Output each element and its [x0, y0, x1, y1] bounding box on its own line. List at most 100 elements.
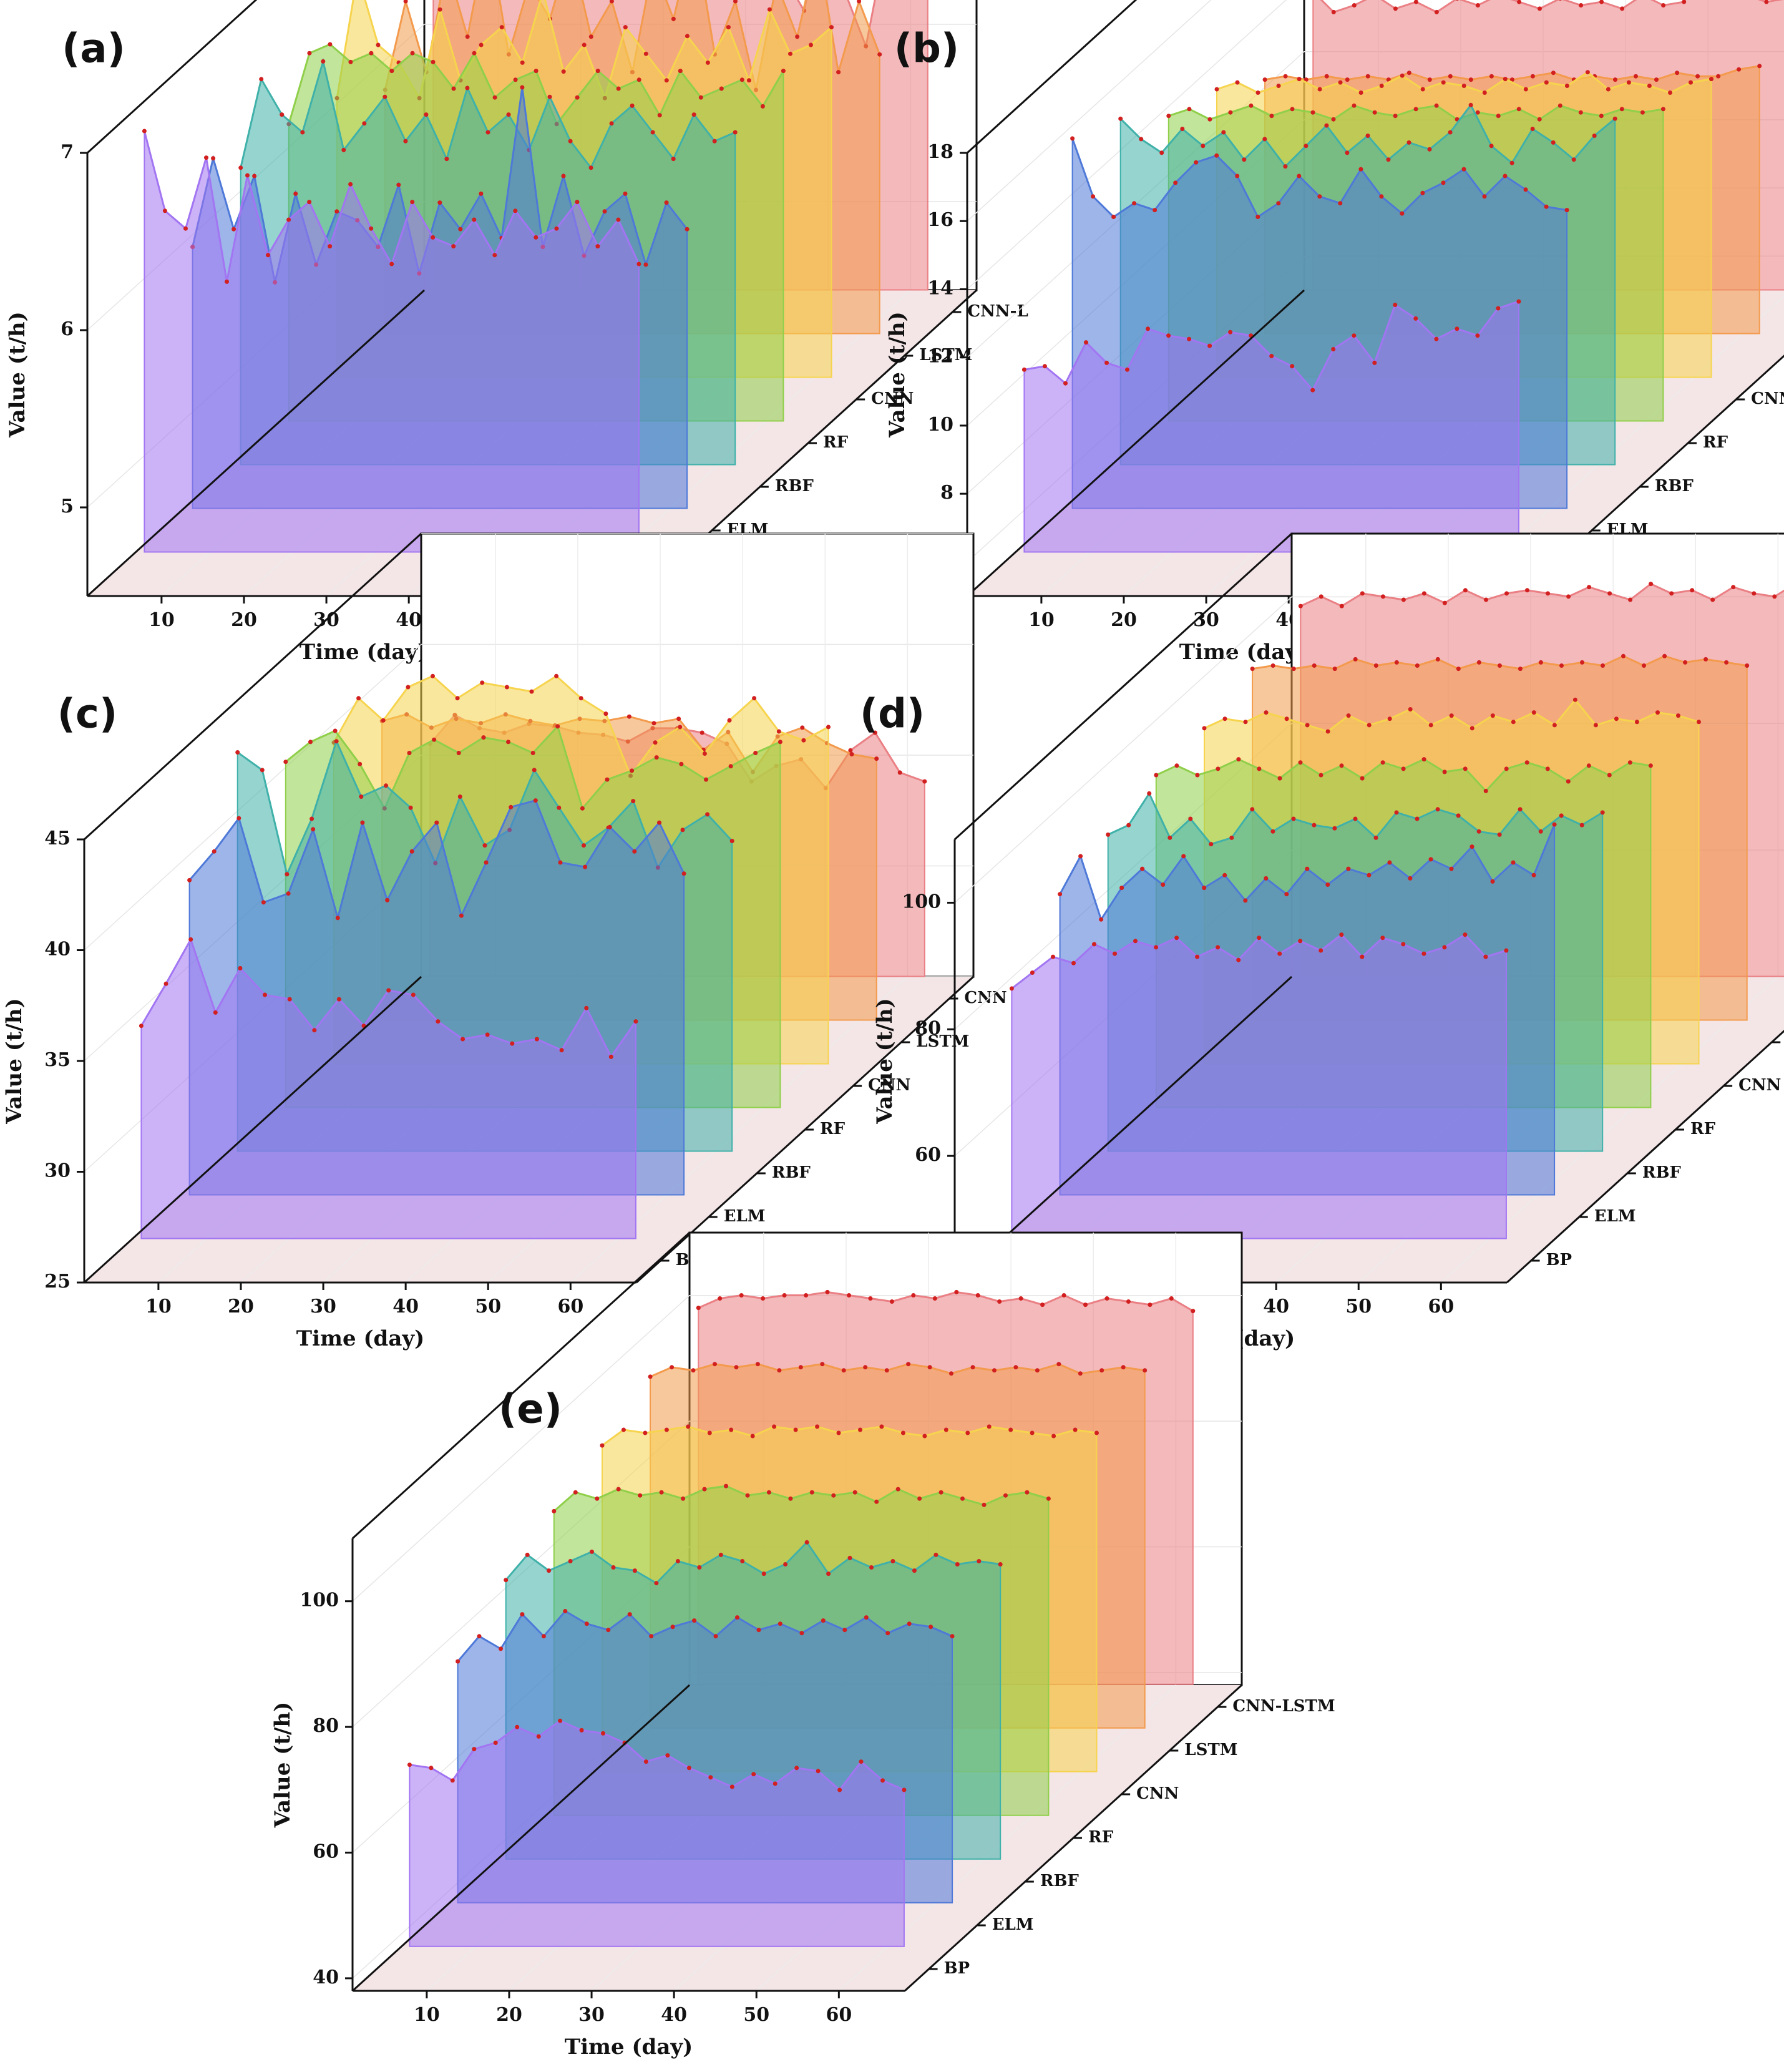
- data-point: [836, 70, 841, 75]
- data-point: [606, 1628, 611, 1633]
- data-point: [580, 806, 585, 811]
- data-point: [1104, 360, 1109, 365]
- data-point: [472, 217, 477, 222]
- z-tick-label: ELM: [724, 1207, 766, 1226]
- data-point: [389, 69, 394, 74]
- data-point: [670, 1365, 675, 1370]
- data-point: [1353, 657, 1358, 662]
- data-point: [1413, 0, 1418, 4]
- data-point: [1461, 84, 1466, 88]
- box-edge: [83, 975, 422, 1284]
- data-point: [1187, 336, 1192, 341]
- data-point: [1415, 663, 1420, 668]
- data-point: [917, 1496, 922, 1501]
- x-tick-label: 50: [1345, 1296, 1372, 1317]
- data-point: [232, 227, 236, 232]
- data-point: [1737, 67, 1742, 72]
- data-point: [740, 1559, 745, 1563]
- data-point: [648, 1374, 653, 1379]
- x-tick-label: 40: [396, 609, 422, 631]
- data-point: [451, 86, 456, 91]
- data-point: [451, 244, 456, 249]
- data-point: [1159, 150, 1164, 155]
- x-tick-label: 20: [228, 1296, 254, 1317]
- x-tick-label: 30: [310, 1296, 336, 1317]
- x-tick-label: 20: [1111, 609, 1137, 631]
- data-point: [745, 1493, 750, 1498]
- data-point: [280, 112, 285, 117]
- data-point: [1415, 816, 1420, 821]
- data-point: [998, 1562, 1003, 1566]
- data-point: [348, 59, 353, 64]
- data-point: [922, 779, 927, 784]
- data-point: [1372, 360, 1377, 365]
- data-point: [841, 1368, 846, 1373]
- data-point: [707, 1430, 712, 1435]
- z-tick-label: CNN: [871, 389, 914, 408]
- data-point: [493, 1741, 498, 1745]
- data-point: [1413, 107, 1418, 112]
- data-point: [664, 200, 669, 205]
- data-point: [1174, 763, 1179, 768]
- data-point: [1304, 144, 1309, 149]
- y-tick-label: 45: [44, 828, 71, 849]
- data-point: [506, 112, 511, 117]
- data-point: [781, 69, 786, 74]
- data-point: [900, 1430, 905, 1435]
- data-point: [611, 1565, 616, 1570]
- x-tick-label: 30: [578, 2004, 605, 2026]
- data-point: [799, 1631, 804, 1636]
- data-point: [1092, 942, 1096, 947]
- data-point: [1690, 588, 1695, 593]
- data-point: [816, 1769, 821, 1774]
- data-point: [1352, 103, 1357, 108]
- data-point: [1255, 215, 1260, 219]
- data-point: [804, 1293, 809, 1297]
- data-point: [1297, 77, 1302, 82]
- data-point: [895, 1487, 900, 1492]
- data-point: [381, 718, 386, 723]
- data-point: [1319, 773, 1323, 778]
- data-point: [492, 253, 497, 258]
- data-point: [1614, 716, 1619, 721]
- data-point: [260, 768, 265, 773]
- data-point: [1207, 117, 1212, 122]
- data-point: [657, 113, 662, 118]
- data-point: [718, 1296, 723, 1301]
- data-point: [950, 1634, 955, 1639]
- data-point: [1448, 130, 1453, 135]
- data-point: [849, 752, 854, 756]
- data-point: [697, 1565, 702, 1570]
- data-point: [1229, 835, 1234, 840]
- data-point: [456, 1659, 461, 1664]
- data-point: [1580, 660, 1584, 665]
- data-point: [1387, 860, 1392, 865]
- data-point: [245, 173, 250, 178]
- data-point: [1352, 333, 1357, 338]
- x-tick-label: 10: [1028, 609, 1055, 631]
- data-point: [1544, 80, 1549, 85]
- data-point: [1121, 1365, 1126, 1370]
- data-point: [1339, 932, 1344, 937]
- data-point: [293, 191, 298, 196]
- data-point: [1125, 367, 1129, 372]
- data-point: [1063, 381, 1068, 386]
- data-point: [1202, 726, 1207, 731]
- y-axis-title: Value (t/h): [872, 998, 897, 1124]
- x-tick-label: 10: [145, 1296, 172, 1317]
- data-point: [480, 680, 485, 685]
- data-point: [1551, 71, 1556, 76]
- z-tick-label: RF: [823, 433, 849, 452]
- data-point: [311, 827, 316, 832]
- data-point: [1386, 157, 1391, 162]
- data-point: [1242, 157, 1247, 162]
- data-point: [1475, 333, 1480, 338]
- data-point: [1257, 766, 1262, 771]
- data-point: [1455, 326, 1460, 331]
- data-point: [907, 1621, 912, 1626]
- data-point: [1511, 720, 1516, 725]
- data-point: [559, 1048, 564, 1053]
- data-point: [1358, 167, 1363, 172]
- data-point: [600, 1443, 605, 1448]
- data-point: [1262, 77, 1267, 82]
